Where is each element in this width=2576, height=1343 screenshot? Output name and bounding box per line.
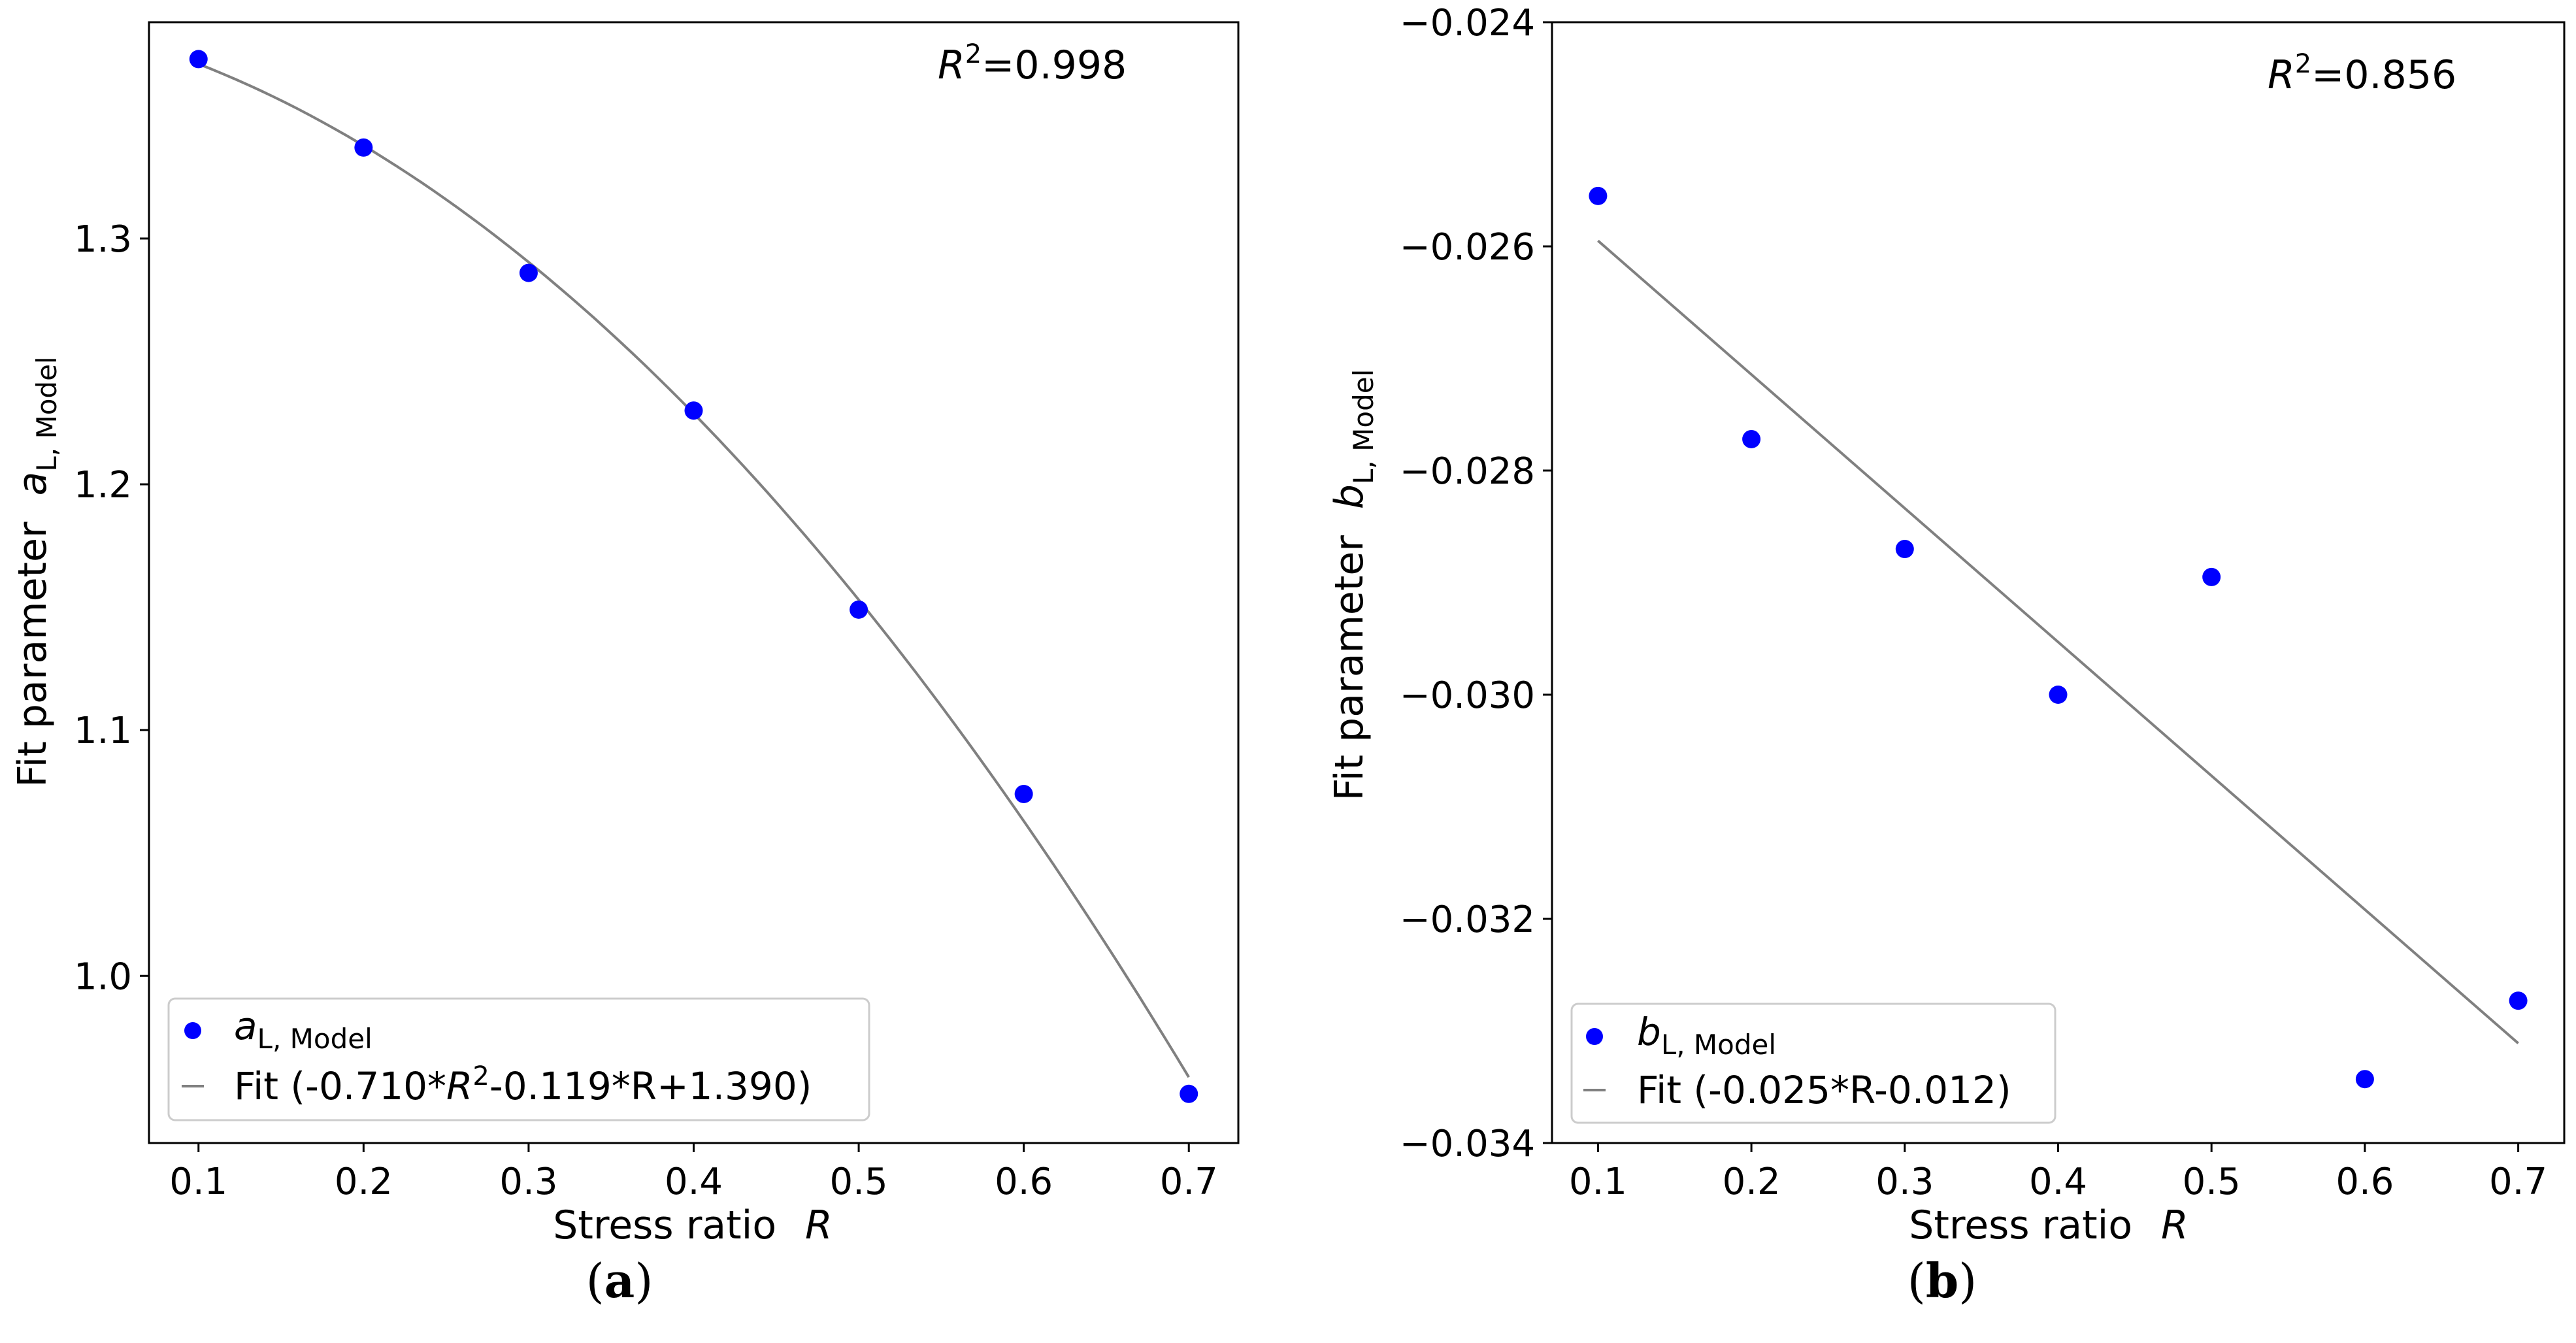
panel-b-data-point [2202,567,2221,586]
panel-b-fit-line [1597,239,2519,1044]
panel-b-legend-box [1570,1003,2056,1124]
panel-a-y-tick-label: 1.0 [74,955,132,998]
panel-a-data-point [1014,784,1033,803]
panel-b-data-point [1895,540,1914,559]
panel-a-data-point [684,401,703,420]
panel-b-ticks: 0.1 0.2 0.3 0.4 0.5 0.6 0.7 −0.034 −0.032 −0.030 −… [1400,2,2547,1203]
panel-a-x-tick-label: 0.7 [1160,1161,1218,1203]
panel-a-x-tick-label: 0.3 [499,1161,557,1203]
panel-b-x-tick-label: 0.7 [2489,1161,2547,1203]
panel-b-x-axis-label: Stress ratio R [1909,1202,2188,1248]
panel-a-y-axis-label: Fit parameteraL, Model [10,356,63,787]
panel-a-x-axis-label: Stress ratio R [553,1202,833,1248]
panel-a-data-point [189,50,208,69]
panel-b-data-point [2049,686,2068,704]
panel-a-legend-box [167,997,870,1121]
panel-b-data-point [2509,991,2528,1010]
panel-a-y-tick-label: 1.1 [74,710,132,752]
panel-a-data-point [354,138,373,157]
panel-a-legend-label-fit: Fit (-0.710*R2-0.119*R+1.390) [234,1061,812,1108]
panel-b-data-point [1589,186,1608,205]
panel-a-x-tick-label: 0.5 [830,1161,888,1203]
panel-b-x-tick-label: 0.5 [2183,1161,2241,1203]
panel-a-x-tick-label: 0.2 [335,1161,393,1203]
panel-a-chart: 0.1 0.2 0.3 0.4 0.5 0.6 0.7 1.0 1.1 1.2 1.3 R2=0.9… [10,21,1240,1308]
panel-b-data-point [2355,1070,2374,1089]
panel-a-r2-annotation: R2=0.998 [938,39,1127,88]
panel-a-plot-frame [148,21,1240,1144]
panel-b-y-tick-label: −0.030 [1400,674,1535,717]
panel-a-x-tick-label: 0.4 [665,1161,723,1203]
panel-b-legend-marker-points [1586,1028,1603,1045]
panel-b-y-tick-label: −0.026 [1400,226,1535,269]
panel-b-x-tick-label: 0.3 [1875,1161,1934,1203]
panel-a-legend-label-points: aL, Model [234,1004,372,1055]
panel-b-points-layer [1589,186,2528,1089]
panel-b-plot-frame [1551,21,2566,1144]
panel-b-y-tick-label: −0.032 [1400,899,1535,941]
panel-a-fit-layer [198,63,1190,1078]
panel-a-x-tick-label: 0.1 [169,1161,227,1203]
panel-a-legend: aL, Model Fit (-0.710*R2-0.119*R+1.390) [167,997,870,1121]
panel-a-data-point [519,263,538,282]
panel-a-y-tick-label: 1.3 [74,218,132,261]
panel-b-y-tick-label: −0.024 [1400,2,1535,44]
panel-b-legend-label-points: bL, Model [1637,1010,1776,1061]
panel-a-data-point [1180,1084,1198,1103]
panel-a-data-point [850,600,868,619]
panel-b-y-tick-label: −0.028 [1400,450,1535,493]
panel-b-data-point [1742,429,1761,448]
panel-a-y-tick-label: 1.2 [74,464,132,506]
panel-b-legend: bL, Model Fit (-0.025*R-0.012) [1570,1003,2056,1124]
panel-a-caption: (a) [586,1253,653,1308]
panel-a-fit-line [198,63,1190,1078]
panel-b-r2-annotation: R2=0.856 [2268,49,2456,98]
panel-a-x-tick-label: 0.6 [995,1161,1053,1203]
panel-b-x-tick-label: 0.1 [1569,1161,1627,1203]
panel-b-y-tick-label: −0.034 [1400,1123,1535,1165]
panel-a-legend-marker-points [184,1022,201,1039]
panel-b-fit-layer [1597,239,2519,1044]
panel-b-x-tick-label: 0.2 [1723,1161,1781,1203]
panel-b-caption: (b) [1907,1253,1977,1308]
panel-b-y-axis-label: Fit parameterbL, Model [1327,369,1379,801]
panel-b-x-tick-label: 0.4 [2029,1161,2087,1203]
panel-a-points-layer [189,50,1198,1103]
panel-b-x-tick-label: 0.6 [2336,1161,2394,1203]
panel-b-legend-label-fit: Fit (-0.025*R-0.012) [1637,1068,2011,1112]
panel-b-chart: 0.1 0.2 0.3 0.4 0.5 0.6 0.7 −0.034 −0.032 −0.030 −… [1327,2,2566,1308]
panel-a-ticks: 0.1 0.2 0.3 0.4 0.5 0.6 0.7 1.0 1.1 1.2 1.3 [74,218,1218,1203]
